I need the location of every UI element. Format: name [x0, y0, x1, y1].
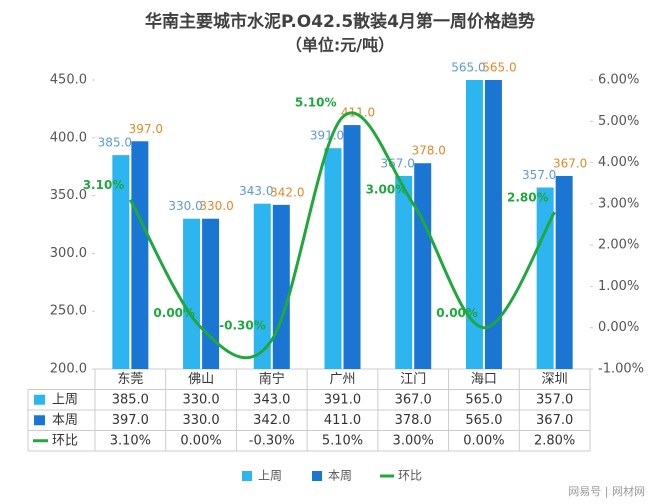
y2-tick-label: 1.00%: [598, 279, 639, 294]
y-tick-label: 250.0: [50, 304, 87, 319]
y2-tick-label: 3.00%: [598, 196, 639, 211]
bar: [343, 125, 361, 369]
y-tick-label: 400.0: [50, 130, 87, 145]
data-label: 0.00%: [153, 306, 195, 320]
data-label: 5.10%: [295, 96, 337, 110]
legend-swatch: [242, 471, 252, 481]
x-tick-label: 深圳: [542, 372, 568, 387]
data-label: 397.0: [129, 122, 163, 136]
y2-tick-label: 6.00%: [598, 73, 639, 88]
data-label: 367.0: [553, 156, 587, 170]
table-cell: 411.0: [324, 413, 361, 428]
bar: [555, 175, 573, 369]
table-row-label: 本周: [52, 413, 78, 428]
footer: 网易号 | 网材网: [568, 484, 645, 498]
table-cell: 330.0: [182, 392, 219, 407]
bar: [253, 203, 271, 369]
chart-subtitle: （单位:元/吨）: [286, 36, 394, 55]
bar: [324, 148, 342, 369]
bar: [112, 155, 130, 369]
table-cell: 3.00%: [393, 433, 434, 448]
legend-swatch: [34, 415, 45, 426]
legend-label: 环比: [398, 469, 422, 483]
data-label: 342.0: [270, 185, 304, 199]
x-tick-label: 海口: [471, 372, 497, 387]
bar: [414, 163, 432, 369]
data-label: 330.0: [168, 199, 202, 213]
data-label: 367.0: [381, 156, 415, 170]
data-label: 391.0: [310, 129, 344, 143]
table-cell: 385.0: [112, 392, 149, 407]
table-cell: 2.80%: [534, 433, 575, 448]
table-cell: 3.10%: [110, 433, 151, 448]
legend-label: 上周: [258, 469, 282, 483]
y-tick-label: 350.0: [50, 188, 87, 203]
y2-tick-label: 2.00%: [598, 238, 639, 253]
data-label: 565.0: [451, 61, 485, 75]
x-tick-label: 南宁: [259, 371, 285, 387]
table-row-label: 环比: [52, 433, 78, 448]
table-row-label: 上周: [52, 392, 78, 407]
table-cell: 357.0: [536, 392, 573, 407]
x-tick-label: 佛山: [188, 372, 214, 387]
bar: [395, 175, 413, 369]
data-label: 357.0: [522, 168, 556, 182]
bar: [272, 204, 290, 369]
data-label: 3.00%: [366, 182, 408, 196]
table-cell: 330.0: [182, 413, 219, 428]
bar: [131, 141, 149, 369]
table-cell: 367.0: [395, 392, 432, 407]
data-label: 565.0: [482, 61, 516, 75]
data-label: 2.80%: [507, 191, 549, 205]
chart-title: 华南主要城市水泥P.O42.5散装4月第一周价格趋势: [145, 11, 535, 32]
data-label: -0.30%: [219, 319, 266, 333]
data-label: 343.0: [239, 184, 273, 198]
table-cell: 342.0: [253, 413, 290, 428]
bar: [484, 80, 502, 369]
legend-swatch: [312, 471, 322, 481]
bars: [112, 80, 573, 369]
y2-tick-label: 5.00%: [598, 114, 639, 129]
table-cell: 367.0: [536, 413, 573, 428]
y2-tick-label: 0.00%: [598, 320, 639, 335]
data-label: 385.0: [98, 136, 132, 150]
data-label: 378.0: [412, 144, 446, 158]
data-label: 330.0: [199, 199, 233, 213]
x-tick-label: 江门: [400, 372, 426, 387]
table-cell: 5.10%: [322, 433, 363, 448]
y-tick-label: 450.0: [50, 73, 87, 88]
table-cell: 378.0: [395, 413, 432, 428]
bar: [183, 218, 201, 369]
bar: [536, 187, 554, 369]
table-cell: 343.0: [253, 392, 290, 407]
table-cell: 391.0: [324, 392, 361, 407]
legend-label: 本周: [328, 469, 352, 483]
table-cell: 565.0: [465, 413, 502, 428]
y2-tick-label: -1.00%: [598, 362, 644, 377]
y2-tick-label: 4.00%: [598, 155, 639, 170]
bar: [465, 80, 483, 369]
data-label: 411.0: [341, 106, 375, 120]
data-label: 3.10%: [83, 178, 125, 192]
table-cell: 397.0: [112, 413, 149, 428]
table-cell: 0.00%: [463, 433, 504, 448]
x-tick-label: 广州: [329, 372, 355, 387]
bar: [202, 218, 220, 369]
x-tick-label: 东莞: [117, 372, 143, 387]
table-cell: 0.00%: [180, 433, 221, 448]
legend-swatch: [34, 394, 45, 405]
table-cell: -0.30%: [249, 433, 295, 448]
y-tick-label: 300.0: [50, 246, 87, 261]
table-cell: 565.0: [465, 392, 502, 407]
line: [129, 111, 556, 360]
y-tick-label: 200.0: [50, 362, 87, 377]
data-label: 0.00%: [436, 306, 478, 320]
